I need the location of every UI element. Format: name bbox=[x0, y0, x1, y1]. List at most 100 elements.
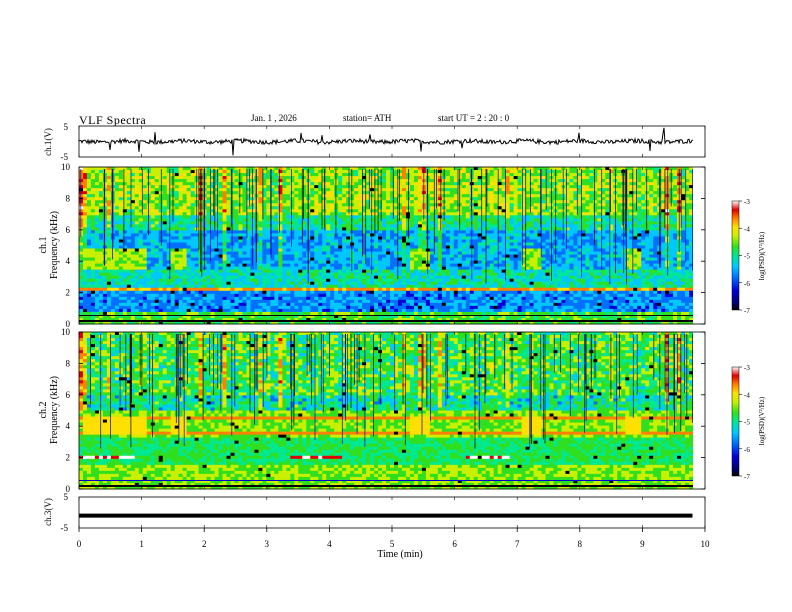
spec-cell bbox=[106, 251, 112, 255]
spec-cell bbox=[270, 266, 275, 270]
spec-cell bbox=[142, 209, 148, 213]
spec-cell bbox=[405, 227, 411, 231]
spec-cell bbox=[278, 257, 283, 261]
spec-cell bbox=[166, 176, 172, 180]
spec-cell bbox=[122, 305, 128, 310]
spec-cell bbox=[370, 167, 375, 171]
spec-cell bbox=[441, 308, 447, 313]
spec-cell bbox=[210, 254, 215, 258]
spec-cell bbox=[234, 257, 239, 261]
spec-cell bbox=[146, 173, 152, 177]
spec-cell bbox=[326, 266, 331, 270]
spec-cell bbox=[114, 242, 120, 246]
spec-cell bbox=[142, 278, 148, 283]
spec-cell bbox=[370, 206, 375, 210]
spec-cell bbox=[98, 221, 104, 225]
spec-cell bbox=[230, 173, 235, 177]
spec-cell bbox=[342, 242, 347, 246]
spec-cell bbox=[390, 308, 395, 313]
spec-cell bbox=[429, 224, 435, 228]
spec-cell bbox=[246, 308, 251, 313]
spec-cell bbox=[178, 317, 183, 322]
spec-cell bbox=[186, 212, 191, 216]
spec-cell bbox=[202, 308, 207, 313]
spec-cell bbox=[154, 170, 160, 174]
spec-cell bbox=[190, 209, 195, 213]
spec-cell bbox=[250, 266, 255, 270]
spec-cell bbox=[290, 287, 295, 292]
spec-cell bbox=[306, 317, 311, 322]
spec-cell bbox=[158, 176, 164, 180]
spec-cell bbox=[437, 182, 443, 186]
spec-cell bbox=[242, 296, 247, 301]
spec-cell bbox=[222, 218, 227, 222]
spec-cell bbox=[258, 170, 263, 174]
spec-cell bbox=[150, 248, 156, 252]
spec-cell bbox=[401, 311, 407, 316]
spec-cell bbox=[142, 248, 148, 252]
spec-cell bbox=[393, 320, 399, 325]
spec-cell bbox=[441, 320, 447, 325]
spec-cell bbox=[401, 296, 407, 301]
spec-cell bbox=[417, 221, 423, 225]
spec-cell bbox=[190, 254, 195, 258]
spec-cell bbox=[122, 218, 128, 222]
spec-cell bbox=[206, 194, 211, 198]
spec-cell bbox=[98, 233, 104, 237]
spec-cell bbox=[429, 236, 435, 240]
spec-cell bbox=[310, 233, 315, 237]
spec-cell bbox=[405, 239, 411, 243]
spec-cell bbox=[286, 308, 291, 313]
spec-cell bbox=[126, 266, 132, 270]
spec-cell bbox=[190, 170, 195, 174]
spec-cell bbox=[226, 173, 231, 177]
spec-cell bbox=[186, 197, 191, 201]
spec-cell bbox=[186, 203, 191, 207]
spec-cell bbox=[242, 257, 247, 261]
spec-cell bbox=[106, 203, 112, 207]
spec-cell bbox=[238, 227, 243, 231]
spec-cell bbox=[90, 266, 96, 270]
spec-cell bbox=[98, 314, 104, 319]
spec-cell bbox=[362, 245, 367, 249]
spec-cell bbox=[405, 302, 411, 307]
spec-cell bbox=[138, 242, 144, 246]
spec-cell bbox=[174, 257, 179, 261]
spec-cell bbox=[202, 314, 207, 319]
spec-cell bbox=[258, 212, 263, 216]
spec-cell bbox=[194, 233, 199, 237]
spec-cell bbox=[178, 284, 183, 289]
spec-cell bbox=[318, 278, 323, 283]
spec-cell bbox=[262, 305, 267, 310]
spec-cell bbox=[397, 209, 403, 213]
spec-cell bbox=[421, 317, 427, 322]
spec-cell bbox=[330, 200, 335, 204]
spec-cell bbox=[370, 191, 375, 195]
spec-cell bbox=[262, 200, 267, 204]
spec-cell bbox=[370, 236, 375, 240]
spec-cell bbox=[393, 296, 399, 301]
spec-cell bbox=[246, 200, 251, 204]
spec-cell bbox=[326, 242, 331, 246]
spec-cell bbox=[110, 272, 116, 276]
spec-cell bbox=[230, 215, 235, 219]
spec-cell bbox=[174, 212, 179, 216]
spec-cell bbox=[445, 170, 451, 174]
spec-cell bbox=[86, 299, 92, 304]
spec-cell bbox=[457, 293, 463, 298]
spec-cell bbox=[390, 254, 395, 258]
spec-cell bbox=[362, 188, 367, 192]
spec-cell bbox=[393, 179, 399, 183]
spec-cell bbox=[274, 257, 279, 261]
spec-cell bbox=[298, 248, 303, 252]
spec-cell bbox=[449, 260, 455, 264]
spec-cell bbox=[122, 215, 128, 219]
spec-cell bbox=[194, 320, 199, 325]
spec-cell bbox=[226, 182, 231, 186]
spec-cell bbox=[106, 167, 112, 171]
spec-cell bbox=[310, 272, 315, 276]
spec-cell bbox=[266, 299, 271, 304]
spec-cell bbox=[210, 308, 215, 313]
spec-cell bbox=[230, 266, 235, 270]
spec-cell bbox=[190, 197, 195, 201]
